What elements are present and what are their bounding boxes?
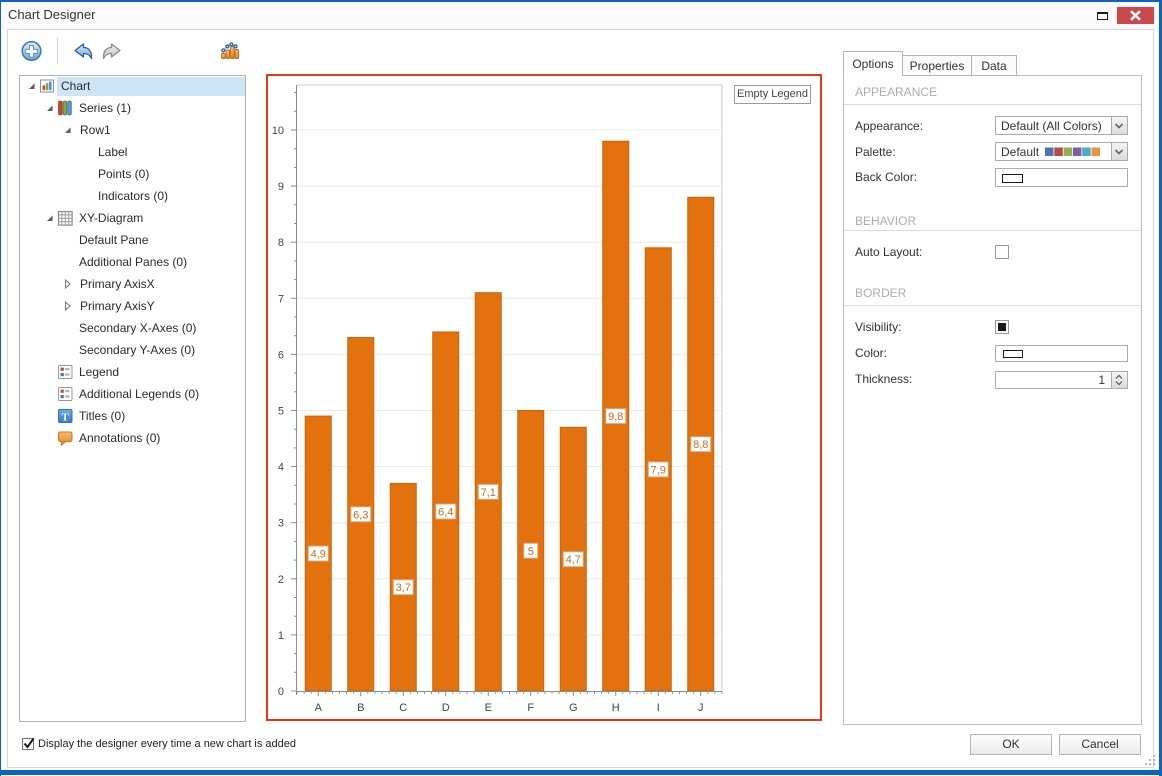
svg-text:6,4: 6,4 [438,506,453,518]
svg-text:G: G [569,702,578,714]
svg-text:3,7: 3,7 [396,582,411,594]
svg-text:6: 6 [278,349,284,361]
svg-text:C: C [399,702,407,714]
svg-text:7: 7 [278,293,284,305]
svg-text:T: T [62,411,70,423]
svg-text:9: 9 [278,181,284,193]
svg-text:5: 5 [528,546,534,558]
svg-text:A: A [315,702,323,714]
svg-text:3: 3 [278,518,284,530]
svg-text:4,9: 4,9 [311,549,326,561]
svg-text:0: 0 [278,686,284,698]
svg-text:1: 1 [278,630,284,642]
svg-text:4: 4 [278,462,284,474]
svg-text:B: B [357,702,364,714]
svg-text:7,1: 7,1 [481,487,496,499]
svg-text:D: D [442,702,450,714]
svg-text:2: 2 [278,574,284,586]
svg-text:10: 10 [272,125,284,137]
svg-text:7,9: 7,9 [651,464,666,476]
svg-text:6,3: 6,3 [353,509,368,521]
svg-text:I: I [657,702,660,714]
svg-text:8,8: 8,8 [693,439,708,451]
svg-text:8: 8 [278,237,284,249]
svg-text:9,8: 9,8 [608,411,623,423]
svg-text:F: F [527,702,534,714]
svg-text:5: 5 [278,406,284,418]
svg-text:H: H [612,702,620,714]
svg-text:J: J [698,702,704,714]
svg-text:4,7: 4,7 [566,554,581,566]
svg-text:E: E [485,702,492,714]
